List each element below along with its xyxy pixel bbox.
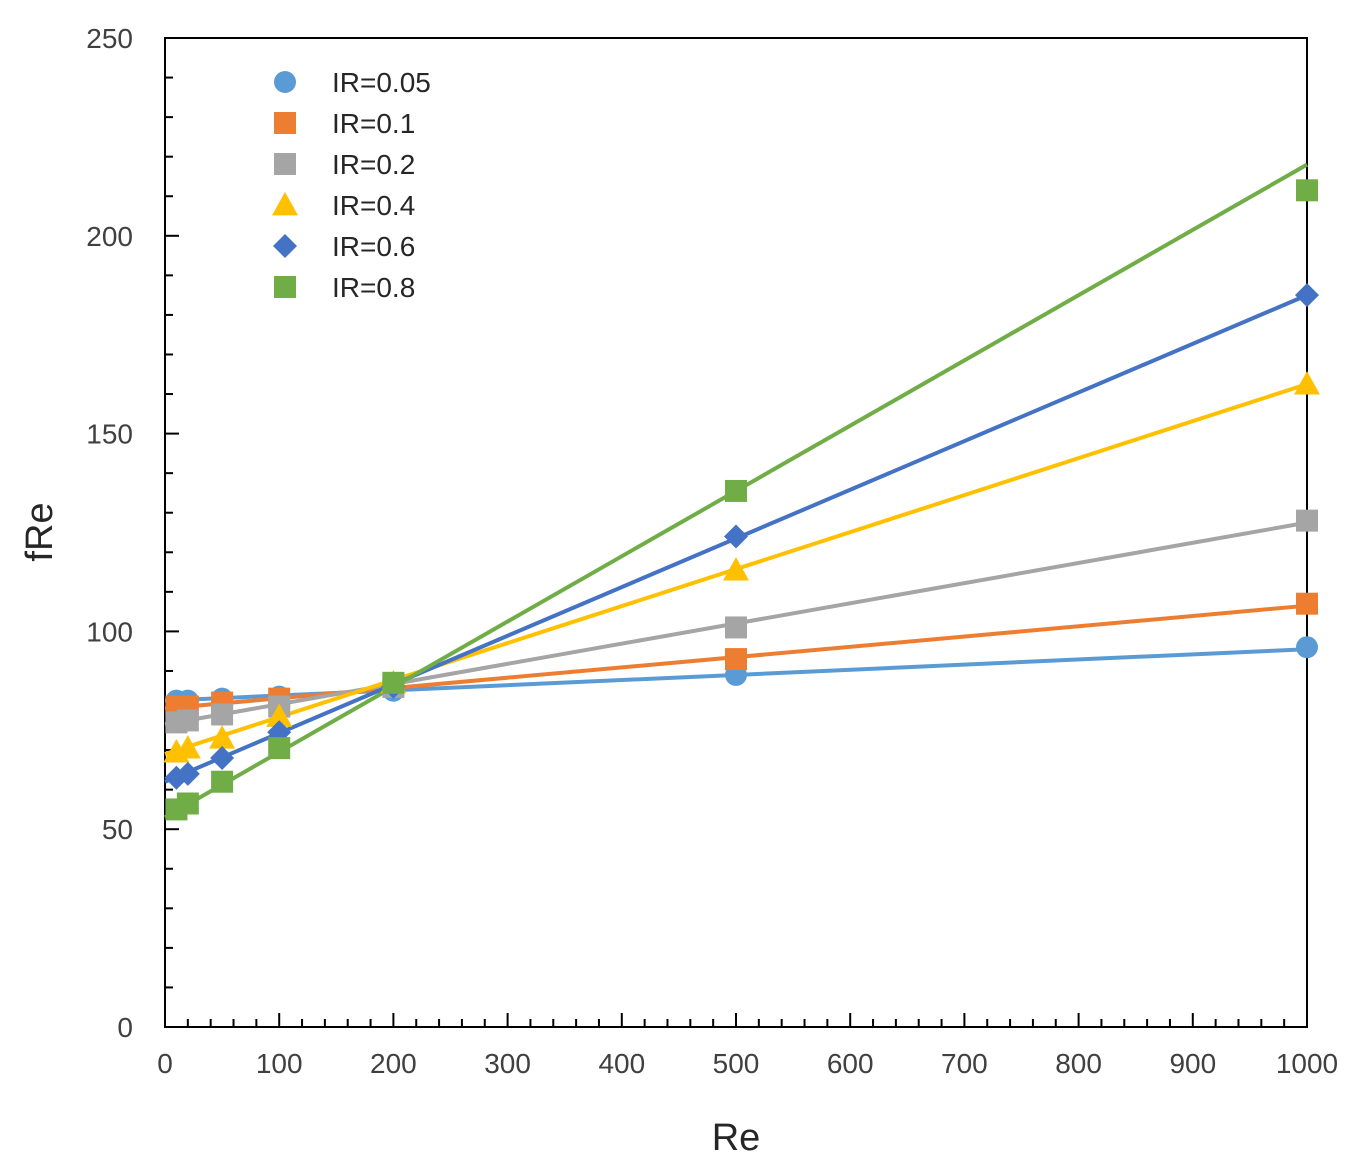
legend-marker xyxy=(274,112,296,134)
data-point xyxy=(176,792,199,815)
data-point xyxy=(724,524,748,549)
y-tick-label: 50 xyxy=(102,814,133,845)
legend-marker xyxy=(274,276,296,298)
legend: IR=0.05 IR=0.1 IR=0.2 IR=0.4 IR=0.6 IR=0.8 xyxy=(272,67,431,303)
legend-label: IR=0.4 xyxy=(332,190,415,221)
x-tick-label: 800 xyxy=(1055,1048,1102,1079)
data-point xyxy=(209,725,236,749)
x-tick-label: 400 xyxy=(598,1048,645,1079)
data-point xyxy=(211,703,234,726)
x-tick-label: 700 xyxy=(941,1048,988,1079)
data-point xyxy=(725,616,747,639)
x-tick-label: 900 xyxy=(1169,1048,1216,1079)
x-tick-label: 500 xyxy=(713,1048,760,1079)
legend-label: IR=0.8 xyxy=(332,272,415,303)
x-tick-label: 0 xyxy=(157,1048,173,1079)
data-point xyxy=(382,671,405,694)
data-point xyxy=(1296,592,1318,615)
y-tick-label: 200 xyxy=(86,221,133,252)
legend-marker xyxy=(274,71,296,93)
legend-marker xyxy=(274,153,296,175)
data-point xyxy=(266,703,293,727)
legend-label: IR=0.6 xyxy=(332,231,415,262)
data-point xyxy=(174,735,201,759)
data-point xyxy=(1296,179,1318,202)
legend-marker xyxy=(273,234,297,258)
legend-label: IR=0.1 xyxy=(332,108,415,139)
x-tick-label: 600 xyxy=(827,1048,874,1079)
data-point xyxy=(723,557,749,581)
data-point xyxy=(1296,509,1318,532)
y-tick-label: 150 xyxy=(86,419,133,450)
y-tick-label: 250 xyxy=(86,23,133,54)
x-tick-label: 100 xyxy=(256,1048,303,1079)
y-tick-label: 100 xyxy=(86,616,133,647)
legend-marker xyxy=(272,192,298,216)
x-axis-title: Re xyxy=(712,1117,761,1159)
y-tick-label: 0 xyxy=(117,1012,133,1043)
x-tick-label: 1000 xyxy=(1276,1048,1338,1079)
y-axis-title: fRe xyxy=(19,502,61,561)
data-point xyxy=(175,761,200,786)
x-tick-label: 300 xyxy=(484,1048,531,1079)
legend-label: IR=0.05 xyxy=(332,67,431,98)
data-point xyxy=(211,770,234,793)
data-point xyxy=(725,648,747,671)
data-point xyxy=(268,737,291,760)
chart-axes: 0 100 200 300 400 500 600 700 800 900 1000 0 50 100 15… xyxy=(86,23,1338,1079)
x-tick-label: 200 xyxy=(370,1048,417,1079)
data-point xyxy=(210,745,235,770)
data-point xyxy=(1295,283,1319,308)
data-point xyxy=(176,709,199,732)
legend-label: IR=0.2 xyxy=(332,149,415,180)
data-point xyxy=(1294,371,1320,395)
data-point xyxy=(1296,636,1318,659)
data-point xyxy=(725,479,747,502)
series-markers xyxy=(163,179,1320,821)
